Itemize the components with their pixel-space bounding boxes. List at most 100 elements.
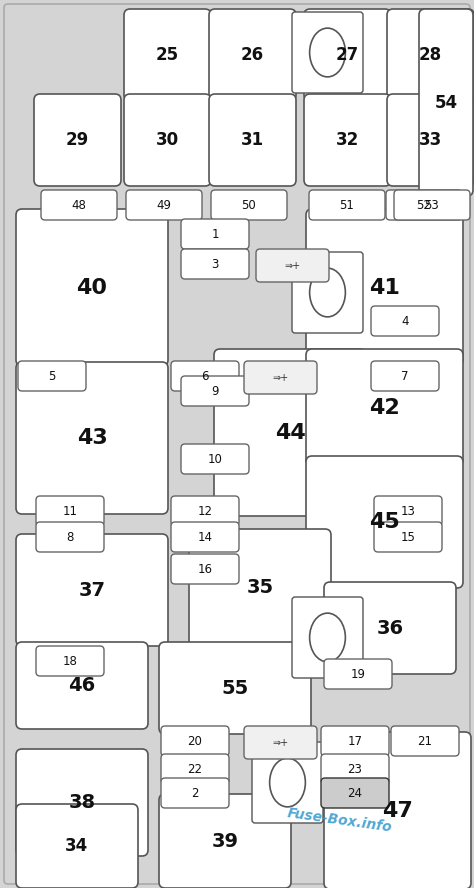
FancyBboxPatch shape xyxy=(209,9,296,101)
Text: 22: 22 xyxy=(188,763,202,775)
Text: 54: 54 xyxy=(435,93,457,112)
FancyBboxPatch shape xyxy=(211,190,287,220)
Text: 10: 10 xyxy=(208,453,222,465)
FancyBboxPatch shape xyxy=(16,804,138,888)
Text: 9: 9 xyxy=(211,385,219,398)
Text: 19: 19 xyxy=(350,668,365,680)
Text: 47: 47 xyxy=(382,800,413,821)
Text: 51: 51 xyxy=(339,199,355,211)
Text: 39: 39 xyxy=(211,831,238,851)
Text: 43: 43 xyxy=(77,428,108,448)
Ellipse shape xyxy=(310,28,346,77)
Text: 33: 33 xyxy=(419,131,442,149)
Text: 38: 38 xyxy=(68,793,96,812)
FancyBboxPatch shape xyxy=(18,361,86,391)
Text: 24: 24 xyxy=(347,787,363,799)
FancyBboxPatch shape xyxy=(41,190,117,220)
FancyBboxPatch shape xyxy=(292,12,363,93)
FancyBboxPatch shape xyxy=(306,456,463,588)
FancyBboxPatch shape xyxy=(159,794,291,888)
Text: 2: 2 xyxy=(191,787,199,799)
Text: 46: 46 xyxy=(68,676,96,695)
Ellipse shape xyxy=(310,268,346,317)
Text: 35: 35 xyxy=(246,578,273,597)
FancyBboxPatch shape xyxy=(252,742,323,823)
Text: 48: 48 xyxy=(72,199,86,211)
FancyBboxPatch shape xyxy=(371,306,439,336)
FancyBboxPatch shape xyxy=(419,9,473,196)
Text: 45: 45 xyxy=(369,512,400,532)
FancyBboxPatch shape xyxy=(161,778,229,808)
FancyBboxPatch shape xyxy=(181,249,249,279)
Text: 21: 21 xyxy=(418,734,432,748)
FancyBboxPatch shape xyxy=(387,94,474,186)
FancyBboxPatch shape xyxy=(244,361,317,394)
FancyBboxPatch shape xyxy=(324,732,471,888)
FancyBboxPatch shape xyxy=(16,749,148,856)
Text: 34: 34 xyxy=(65,837,89,855)
FancyBboxPatch shape xyxy=(321,754,389,784)
FancyBboxPatch shape xyxy=(159,642,311,734)
FancyBboxPatch shape xyxy=(306,349,463,466)
FancyBboxPatch shape xyxy=(244,726,317,759)
FancyBboxPatch shape xyxy=(36,646,104,676)
Text: 20: 20 xyxy=(188,734,202,748)
Text: 26: 26 xyxy=(241,46,264,64)
Text: 17: 17 xyxy=(347,734,363,748)
FancyBboxPatch shape xyxy=(321,778,389,808)
Text: 37: 37 xyxy=(79,581,106,599)
FancyBboxPatch shape xyxy=(124,9,211,101)
Text: 3: 3 xyxy=(211,258,219,271)
FancyBboxPatch shape xyxy=(189,529,331,646)
Text: 13: 13 xyxy=(401,504,415,518)
Text: 7: 7 xyxy=(401,369,409,383)
FancyBboxPatch shape xyxy=(34,94,121,186)
FancyBboxPatch shape xyxy=(304,94,391,186)
Text: 36: 36 xyxy=(376,619,403,638)
FancyBboxPatch shape xyxy=(371,361,439,391)
Text: 49: 49 xyxy=(156,199,172,211)
Text: 8: 8 xyxy=(66,530,73,543)
FancyBboxPatch shape xyxy=(214,349,366,516)
Text: 25: 25 xyxy=(156,46,179,64)
FancyBboxPatch shape xyxy=(374,522,442,552)
FancyBboxPatch shape xyxy=(256,249,329,282)
FancyBboxPatch shape xyxy=(209,94,296,186)
FancyBboxPatch shape xyxy=(306,209,463,366)
Text: 18: 18 xyxy=(63,654,77,668)
FancyBboxPatch shape xyxy=(161,754,229,784)
Text: 6: 6 xyxy=(201,369,209,383)
Text: 28: 28 xyxy=(419,46,442,64)
FancyBboxPatch shape xyxy=(171,522,239,552)
FancyBboxPatch shape xyxy=(394,190,470,220)
Text: 44: 44 xyxy=(274,423,305,442)
FancyBboxPatch shape xyxy=(374,496,442,526)
Text: 30: 30 xyxy=(156,131,179,149)
FancyBboxPatch shape xyxy=(171,361,239,391)
FancyBboxPatch shape xyxy=(36,496,104,526)
FancyBboxPatch shape xyxy=(171,496,239,526)
Text: 16: 16 xyxy=(198,562,212,575)
Text: 15: 15 xyxy=(401,530,415,543)
Text: 11: 11 xyxy=(63,504,78,518)
FancyBboxPatch shape xyxy=(181,444,249,474)
Text: 29: 29 xyxy=(66,131,89,149)
Text: 27: 27 xyxy=(336,46,359,64)
Text: 32: 32 xyxy=(336,131,359,149)
FancyBboxPatch shape xyxy=(161,726,229,756)
Text: 53: 53 xyxy=(425,199,439,211)
FancyBboxPatch shape xyxy=(16,209,168,366)
Text: 55: 55 xyxy=(221,678,249,697)
FancyBboxPatch shape xyxy=(16,642,148,729)
FancyBboxPatch shape xyxy=(16,362,168,514)
FancyBboxPatch shape xyxy=(304,9,391,101)
Ellipse shape xyxy=(310,613,346,662)
Text: 5: 5 xyxy=(48,369,55,383)
FancyBboxPatch shape xyxy=(309,190,385,220)
Text: ⇒+: ⇒+ xyxy=(273,738,289,748)
FancyBboxPatch shape xyxy=(126,190,202,220)
Text: 52: 52 xyxy=(417,199,431,211)
Text: 50: 50 xyxy=(242,199,256,211)
FancyBboxPatch shape xyxy=(391,726,459,756)
Text: 12: 12 xyxy=(198,504,212,518)
